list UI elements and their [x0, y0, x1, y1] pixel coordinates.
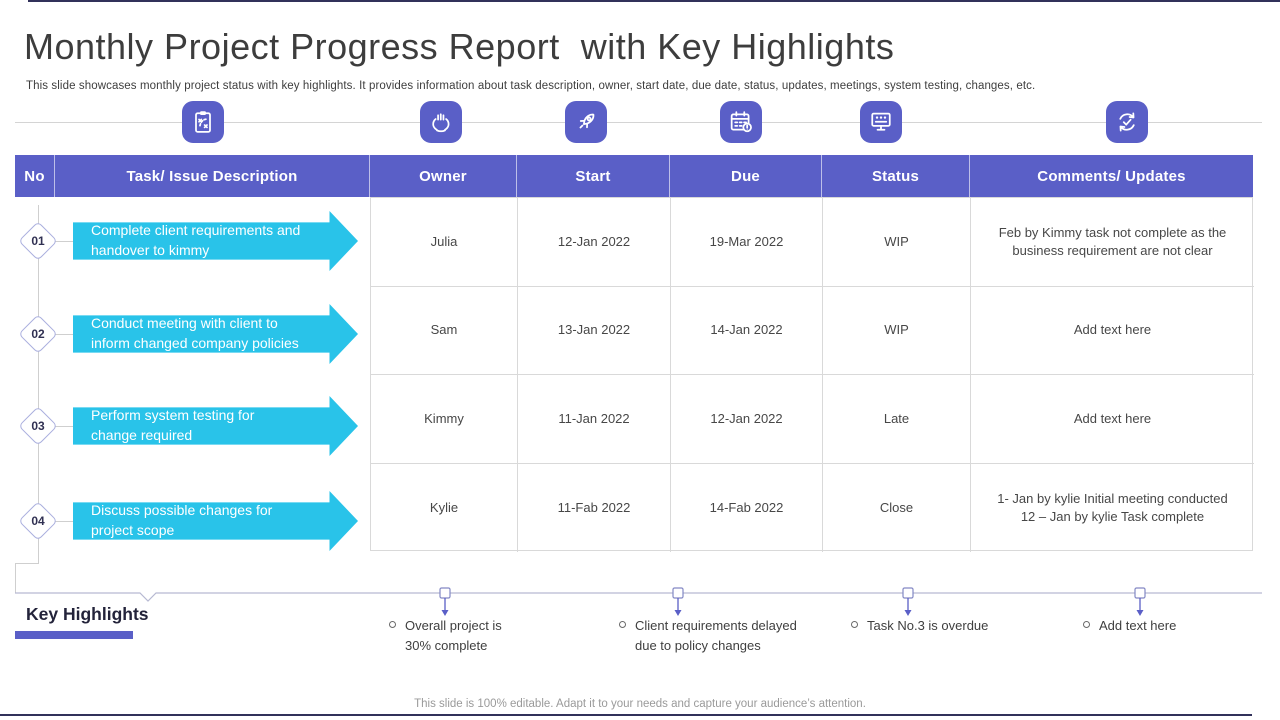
circle-bullet-icon [851, 621, 858, 628]
task-connector-drop [15, 563, 16, 593]
slide-footer-note: This slide is 100% editable. Adapt it to… [414, 698, 866, 710]
table-body: Julia 12-Jan 2022 19-Mar 2022 WIP Feb by… [370, 197, 1254, 552]
key-highlights-title: Key Highlights [26, 604, 149, 624]
highlight-item: Task No.3 is overdue [851, 616, 1031, 636]
task-number-badge: 03 [18, 406, 58, 446]
cell-status: WIP [823, 198, 971, 287]
rocket-icon [565, 101, 607, 143]
monitor-settings-icon [860, 101, 902, 143]
task-arrow-banner: Conduct meeting with client to inform ch… [73, 304, 358, 364]
cell-status: Late [823, 375, 971, 464]
highlight-item: Overall project is 30% complete [389, 616, 539, 655]
cell-owner: Kylie [371, 463, 518, 552]
header-cell-due: Due [670, 155, 822, 197]
header-cell-comments: Comments/ Updates [1037, 167, 1186, 185]
cell-start: 11-Jan 2022 [518, 375, 671, 464]
task-number: 01 [31, 234, 45, 248]
highlights-timeline [15, 587, 1262, 616]
highlight-text: Client requirements delayed due to polic… [635, 618, 797, 653]
cell-comments: Add text here [971, 287, 1254, 375]
table-header-row: No Task/ Issue Description Owner Start D… [15, 155, 1253, 197]
page-title: Monthly Project Progress Report with Key… [24, 26, 895, 67]
calendar-alert-icon [720, 101, 762, 143]
task-number-badge: 02 [18, 314, 58, 354]
cell-comments: 1- Jan by kylie Initial meeting conducte… [997, 490, 1228, 524]
header-cell-start: Start [517, 155, 670, 197]
task-number: 04 [31, 514, 45, 528]
cell-due: 14-Jan 2022 [671, 286, 823, 375]
task-connector-line [38, 205, 39, 563]
icon-divider-line [15, 122, 1262, 123]
top-edge-line [28, 0, 1280, 2]
slide-subtitle: This slide showcases monthly project sta… [26, 80, 1036, 92]
diamond-arrow-link [53, 521, 74, 522]
cell-owner: Kimmy [371, 375, 518, 464]
cell-owner: Julia [371, 198, 518, 287]
cell-comments: Add text here [971, 375, 1254, 464]
highlight-text: Overall project is 30% complete [405, 618, 502, 653]
cell-owner: Sam [371, 286, 518, 375]
sync-check-icon [1106, 101, 1148, 143]
key-highlights-underline [15, 631, 133, 639]
task-arrow-banner: Perform system testing for change requir… [73, 396, 358, 456]
task-number: 03 [31, 419, 45, 433]
task-connector-corner [15, 563, 39, 564]
highlight-text: Add text here [1099, 618, 1177, 633]
diamond-arrow-link [53, 241, 74, 242]
highlight-item: Add text here [1083, 616, 1223, 636]
cell-status: WIP [823, 286, 971, 375]
highlight-text: Task No.3 is overdue [867, 618, 989, 633]
circle-bullet-icon [389, 621, 396, 628]
cell-start: 11-Fab 2022 [518, 463, 671, 552]
cell-start: 13-Jan 2022 [518, 286, 671, 375]
cell-due: 19-Mar 2022 [671, 198, 823, 287]
cell-comments: Feb by Kimmy task not complete as the bu… [971, 198, 1254, 287]
task-arrow-banner: Discuss possible changes for project sco… [73, 491, 358, 551]
header-cell-task: Task/ Issue Description [55, 155, 370, 197]
highlight-item: Client requirements delayed due to polic… [619, 616, 834, 655]
diamond-arrow-link [53, 334, 74, 335]
task-arrow-banner: Complete client requirements and handove… [73, 211, 358, 271]
header-cell-owner: Owner [370, 155, 517, 197]
task-number-badge: 04 [18, 501, 58, 541]
clipboard-plan-icon [182, 101, 224, 143]
cell-status: Close [823, 463, 971, 552]
circle-bullet-icon [1083, 621, 1090, 628]
cell-start: 12-Jan 2022 [518, 198, 671, 287]
cell-due: 12-Jan 2022 [671, 375, 823, 464]
header-cell-status: Status [822, 155, 970, 197]
cell-due: 14-Fab 2022 [671, 463, 823, 552]
task-number-badge: 01 [18, 221, 58, 261]
header-cell-no: No [15, 155, 55, 197]
care-hands-icon [420, 101, 462, 143]
circle-bullet-icon [619, 621, 626, 628]
task-number: 02 [31, 327, 45, 341]
bottom-edge-line [0, 714, 1252, 716]
diamond-arrow-link [53, 426, 74, 427]
